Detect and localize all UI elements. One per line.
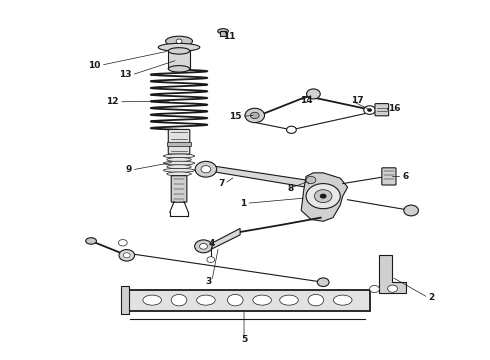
Text: 15: 15 <box>229 112 242 121</box>
Text: 11: 11 <box>223 32 236 41</box>
Bar <box>167 142 191 146</box>
Ellipse shape <box>218 29 228 34</box>
Text: 2: 2 <box>428 293 435 302</box>
Ellipse shape <box>333 295 352 305</box>
Circle shape <box>367 108 372 112</box>
Circle shape <box>307 89 320 99</box>
Ellipse shape <box>167 165 191 169</box>
Ellipse shape <box>163 168 195 172</box>
Circle shape <box>195 161 217 177</box>
Circle shape <box>201 166 211 173</box>
Text: 5: 5 <box>241 335 247 344</box>
Circle shape <box>404 205 418 216</box>
Bar <box>125 290 369 311</box>
Circle shape <box>287 126 296 134</box>
Circle shape <box>306 176 316 184</box>
Text: 16: 16 <box>388 104 400 113</box>
Circle shape <box>227 294 243 306</box>
Circle shape <box>250 112 259 119</box>
Text: 12: 12 <box>106 97 119 106</box>
Ellipse shape <box>143 295 161 305</box>
Bar <box>122 286 129 314</box>
Text: 17: 17 <box>350 96 363 105</box>
Circle shape <box>320 194 327 199</box>
FancyBboxPatch shape <box>382 168 396 185</box>
FancyBboxPatch shape <box>168 130 190 154</box>
Circle shape <box>199 243 207 249</box>
Circle shape <box>119 239 127 246</box>
Text: 9: 9 <box>125 166 132 175</box>
FancyBboxPatch shape <box>375 104 389 116</box>
Ellipse shape <box>280 295 298 305</box>
Polygon shape <box>211 228 240 249</box>
Ellipse shape <box>86 238 97 244</box>
Ellipse shape <box>166 36 193 46</box>
Ellipse shape <box>163 161 195 165</box>
Ellipse shape <box>158 43 200 51</box>
Ellipse shape <box>163 154 195 158</box>
Circle shape <box>123 253 130 258</box>
Polygon shape <box>301 173 347 221</box>
Text: 14: 14 <box>300 96 312 105</box>
FancyBboxPatch shape <box>171 176 187 202</box>
Circle shape <box>176 39 182 43</box>
Circle shape <box>315 190 332 203</box>
Ellipse shape <box>253 295 271 305</box>
Text: 10: 10 <box>89 61 101 70</box>
Bar <box>168 51 190 69</box>
Ellipse shape <box>196 295 215 305</box>
Ellipse shape <box>167 158 191 162</box>
Text: 6: 6 <box>402 172 409 181</box>
Circle shape <box>369 285 379 293</box>
Text: 8: 8 <box>288 184 294 193</box>
Circle shape <box>207 257 215 262</box>
Circle shape <box>364 106 375 114</box>
Circle shape <box>195 240 212 253</box>
Polygon shape <box>379 255 406 293</box>
Polygon shape <box>216 166 309 187</box>
Circle shape <box>308 294 324 306</box>
Bar <box>220 31 226 36</box>
Ellipse shape <box>168 66 190 72</box>
Circle shape <box>171 294 187 306</box>
Text: 4: 4 <box>209 239 215 248</box>
Text: 1: 1 <box>240 199 246 208</box>
Circle shape <box>119 249 135 261</box>
Text: 3: 3 <box>205 276 212 285</box>
Ellipse shape <box>167 172 191 176</box>
Circle shape <box>306 184 340 209</box>
Circle shape <box>245 108 265 123</box>
Text: 13: 13 <box>119 71 132 80</box>
Ellipse shape <box>168 48 190 54</box>
Text: 7: 7 <box>218 179 224 188</box>
Circle shape <box>318 278 329 287</box>
Circle shape <box>388 285 397 292</box>
